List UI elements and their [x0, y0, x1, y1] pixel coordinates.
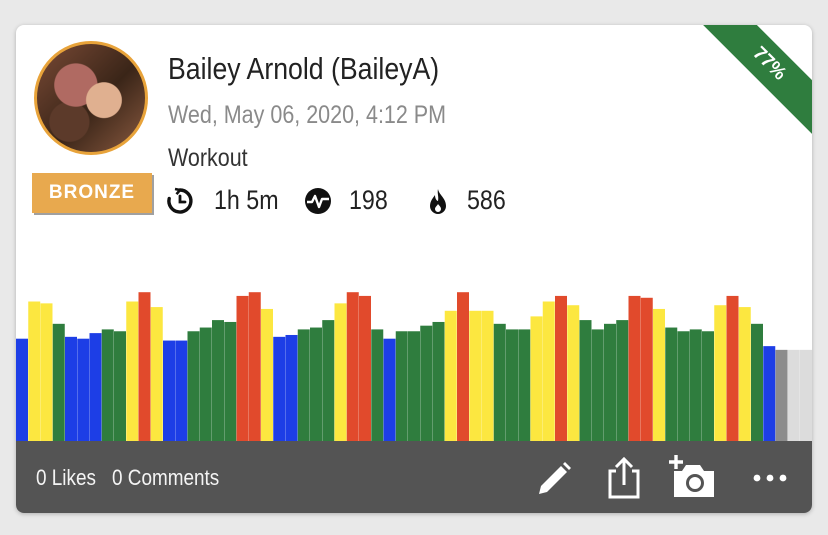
zone-bar	[310, 327, 322, 441]
zone-bar	[408, 331, 420, 441]
zone-bar	[40, 303, 53, 441]
zone-bar	[714, 305, 727, 441]
zone-bar	[334, 303, 347, 441]
zone-bar	[787, 349, 800, 441]
zone-bar	[199, 327, 212, 441]
likes-count[interactable]: 0 Likes	[36, 465, 96, 490]
zone-bar	[800, 349, 812, 441]
zone-bar	[420, 325, 433, 441]
zone-bar	[665, 327, 678, 441]
zone-bar	[432, 321, 445, 441]
zone-bar	[126, 301, 139, 441]
zone-bar	[175, 340, 188, 441]
user-avatar[interactable]	[34, 41, 148, 155]
zone-bar	[775, 349, 788, 441]
zone-bar	[236, 295, 249, 441]
zone-bar	[457, 292, 469, 441]
zone-bar	[248, 292, 261, 441]
post-date: Wed, May 06, 2020, 4:12 PM	[168, 101, 447, 129]
zone-bar	[640, 297, 653, 441]
effort-points-value: 198	[349, 185, 388, 215]
zone-bar	[28, 301, 41, 441]
zone-bar	[579, 320, 592, 441]
card-footer: 0 Likes 0 Comments	[16, 441, 812, 513]
zone-bar	[138, 292, 151, 441]
zone-bar	[493, 323, 506, 441]
activity-type: Workout	[168, 144, 248, 172]
zone-bar	[346, 292, 359, 441]
zone-bar	[702, 331, 714, 441]
zone-bar	[628, 295, 641, 441]
zone-bar	[187, 331, 200, 441]
zone-bar	[101, 329, 114, 441]
zone-bar	[653, 308, 665, 441]
zone-bar	[16, 338, 28, 441]
zone-bar	[518, 329, 531, 441]
tier-badge: BRONZE	[32, 173, 152, 213]
zone-bar	[677, 331, 690, 441]
zone-bar	[506, 329, 518, 441]
timer-icon	[167, 187, 193, 214]
zone-bar	[469, 310, 482, 441]
zone-bar	[89, 333, 102, 441]
zone-bar	[52, 323, 65, 441]
zone-bar	[763, 346, 776, 441]
zone-bar	[322, 320, 335, 441]
zone-bar	[150, 307, 163, 441]
zone-bar	[591, 329, 604, 441]
zone-bar	[542, 301, 555, 441]
heart-rate-icon	[305, 188, 331, 214]
effort-percent-ribbon: 77%	[688, 25, 812, 145]
zone-bar	[751, 323, 763, 441]
zone-bar	[444, 310, 457, 441]
zone-bar	[567, 305, 580, 441]
flame-icon	[430, 189, 446, 214]
zone-bar	[604, 323, 616, 441]
user-name[interactable]: Bailey Arnold (BaileyA)	[168, 51, 440, 86]
zone-bar	[77, 338, 90, 441]
zone-bar	[530, 316, 543, 441]
calories-value: 586	[467, 185, 506, 215]
zone-bar	[261, 308, 273, 441]
zone-bar	[726, 295, 739, 441]
zone-bar	[481, 310, 494, 441]
workout-card[interactable]: BRONZE Bailey Arnold (BaileyA) Wed, May …	[16, 25, 812, 513]
pencil-icon[interactable]	[534, 459, 574, 499]
zone-bar	[616, 320, 629, 441]
zone-bar	[114, 331, 126, 441]
zone-bar	[212, 320, 224, 441]
zone-bar	[65, 336, 77, 441]
zone-bar	[689, 329, 702, 441]
zone-bar	[163, 340, 175, 441]
comments-count[interactable]: 0 Comments	[112, 465, 220, 490]
zone-bar	[359, 295, 371, 441]
zone-bar	[371, 329, 384, 441]
share-icon[interactable]	[604, 455, 644, 501]
zone-bar	[395, 331, 408, 441]
zone-bar	[273, 336, 286, 441]
heart-rate-zone-chart[interactable]	[16, 255, 812, 441]
zone-bar	[285, 334, 298, 441]
duration-value: 1h 5m	[214, 185, 279, 215]
zone-bar	[224, 321, 237, 441]
zone-bar	[383, 338, 396, 441]
add-photo-icon[interactable]	[668, 453, 718, 499]
effort-percent-label: 77%	[748, 42, 791, 85]
zone-bar	[297, 329, 310, 441]
tier-label: BRONZE	[48, 182, 136, 203]
zone-bar	[738, 307, 751, 441]
more-dots-icon[interactable]	[752, 473, 788, 483]
zone-bar	[555, 295, 567, 441]
